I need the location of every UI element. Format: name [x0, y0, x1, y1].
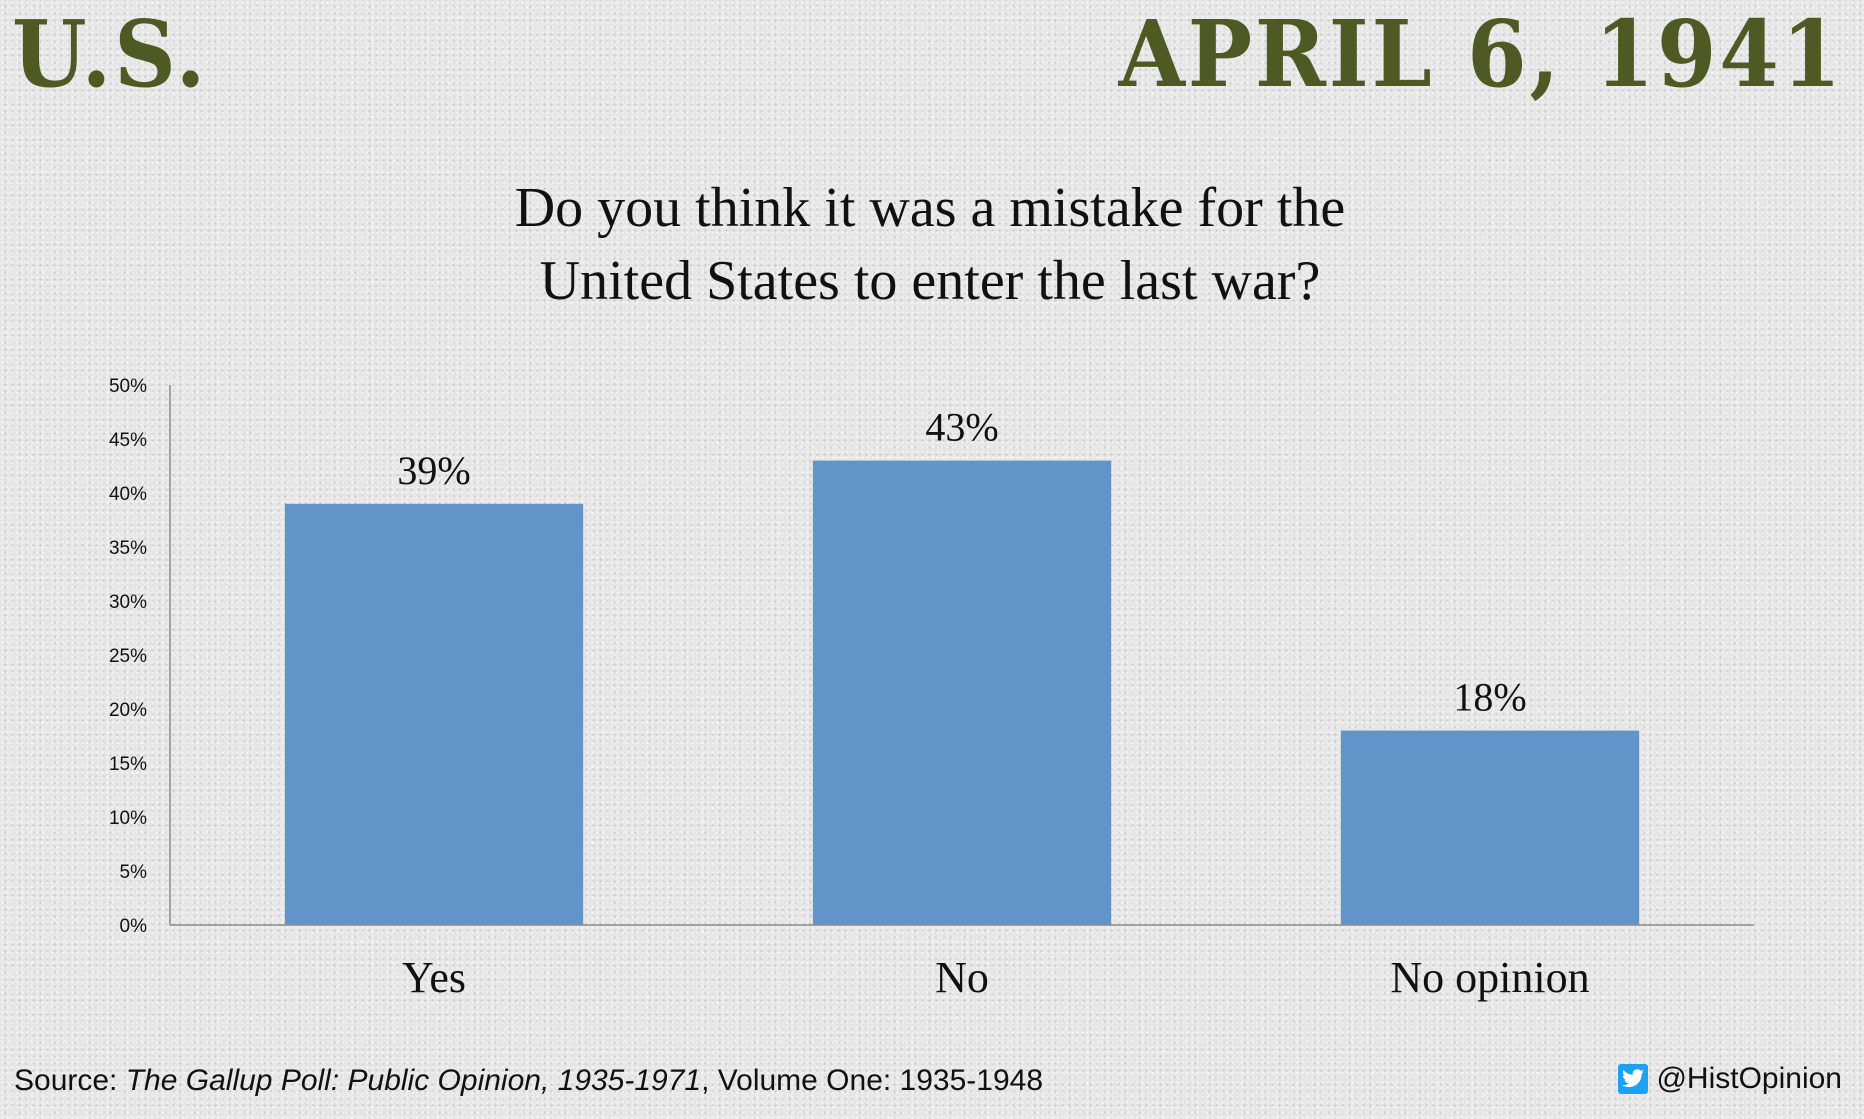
twitter-handle[interactable]: @HistOpinion	[1618, 1062, 1842, 1096]
handle-text: @HistOpinion	[1656, 1062, 1842, 1095]
x-axis-labels: Yes No No opinion	[402, 953, 1590, 1002]
y-tick-label: 30%	[109, 592, 147, 613]
twitter-icon	[1618, 1064, 1649, 1094]
data-labels: 39% 43% 18%	[397, 405, 1526, 720]
y-tick-label: 10%	[109, 808, 147, 829]
bar	[1340, 730, 1640, 925]
data-label: 18%	[1453, 675, 1526, 720]
source-suffix: , Volume One: 1935-1948	[701, 1064, 1044, 1097]
data-label: 43%	[925, 405, 998, 450]
data-label: 39%	[397, 448, 470, 493]
y-tick-label: 35%	[109, 538, 147, 559]
chart-title: Do you think it was a mistake for the Un…	[330, 172, 1530, 318]
y-tick-label: 0%	[120, 916, 148, 937]
y-tick-label: 40%	[109, 484, 147, 505]
y-tick-label: 5%	[120, 862, 148, 883]
bar	[284, 503, 584, 925]
x-tick-label: No opinion	[1390, 953, 1589, 1002]
y-tick-label: 25%	[109, 646, 147, 667]
source-title: The Gallup Poll: Public Opinion, 1935-19…	[125, 1064, 702, 1097]
chart-title-line-2: United States to enter the last war?	[539, 250, 1321, 312]
source-prefix: Source:	[14, 1064, 126, 1097]
y-tick-label: 45%	[109, 430, 147, 451]
x-tick-label: No	[935, 953, 989, 1002]
chart-title-line-1: Do you think it was a mistake for the	[514, 177, 1346, 239]
country-heading: U.S.	[12, 0, 209, 108]
source-citation: Source: The Gallup Poll: Public Opinion,…	[14, 1064, 1043, 1098]
y-tick-label: 50%	[109, 376, 147, 397]
date-heading: APRIL 6, 1941	[1118, 0, 1844, 108]
x-tick-label: Yes	[402, 953, 466, 1002]
bar	[812, 460, 1112, 925]
bars	[284, 460, 1640, 925]
y-axis-ticks: 0% 5% 10% 15% 20% 25% 30% 35% 40% 45% 50%	[109, 376, 147, 937]
y-tick-label: 20%	[109, 700, 147, 721]
y-tick-label: 15%	[109, 754, 147, 775]
